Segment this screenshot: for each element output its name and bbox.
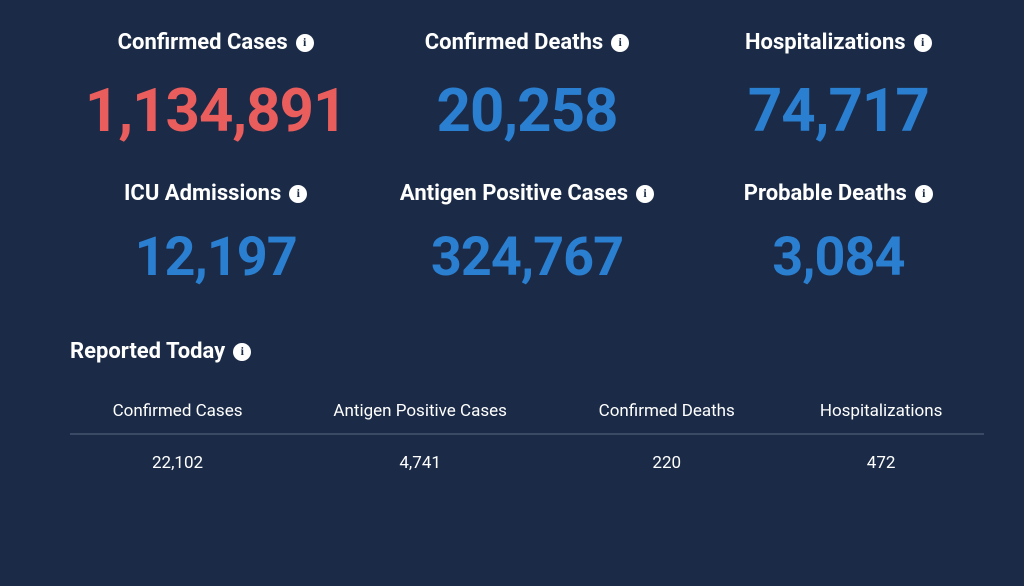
stat-confirmed-deaths: Confirmed Deaths i 20,258	[381, 30, 672, 146]
cell-confirmed-cases: 22,102	[70, 434, 285, 481]
cell-confirmed-deaths: 220	[555, 434, 778, 481]
stat-value: 324,767	[381, 226, 672, 289]
info-icon[interactable]: i	[914, 34, 932, 52]
stat-label: Antigen Positive Cases i	[400, 181, 654, 206]
stat-probable-deaths: Probable Deaths i 3,084	[693, 156, 984, 289]
reported-title-text: Reported Today	[70, 339, 225, 364]
stats-grid: Confirmed Cases i 1,134,891 Confirmed De…	[70, 30, 984, 289]
info-icon[interactable]: i	[289, 185, 307, 203]
info-icon[interactable]: i	[636, 185, 654, 203]
col-hospitalizations: Hospitalizations	[778, 389, 984, 434]
stat-label-text: Antigen Positive Cases	[400, 181, 628, 206]
stat-label: Hospitalizations i	[745, 30, 932, 55]
stat-label-text: Confirmed Deaths	[425, 30, 603, 55]
stat-antigen-positive: Antigen Positive Cases i 324,767	[381, 156, 672, 289]
stat-label-text: Confirmed Cases	[118, 30, 288, 55]
stat-label: Confirmed Deaths i	[425, 30, 629, 55]
stat-label-text: Probable Deaths	[744, 181, 907, 206]
col-antigen-positive: Antigen Positive Cases	[285, 389, 555, 434]
reported-today-section: Reported Today i Confirmed Cases Antigen…	[70, 339, 984, 481]
stat-value: 12,197	[70, 226, 361, 289]
stat-value: 20,258	[381, 75, 672, 146]
stat-value: 1,134,891	[70, 75, 361, 146]
col-confirmed-cases: Confirmed Cases	[70, 389, 285, 434]
stat-hospitalizations: Hospitalizations i 74,717	[693, 30, 984, 146]
stat-label: Confirmed Cases i	[118, 30, 314, 55]
cell-antigen-positive: 4,741	[285, 434, 555, 481]
col-confirmed-deaths: Confirmed Deaths	[555, 389, 778, 434]
stat-label-text: ICU Admissions	[124, 181, 281, 206]
stat-icu-admissions: ICU Admissions i 12,197	[70, 156, 361, 289]
table-row: 22,102 4,741 220 472	[70, 434, 984, 481]
stat-value: 3,084	[693, 226, 984, 289]
stat-label-text: Hospitalizations	[745, 30, 906, 55]
stat-confirmed-cases: Confirmed Cases i 1,134,891	[70, 30, 361, 146]
stat-label: ICU Admissions i	[124, 181, 307, 206]
info-icon[interactable]: i	[296, 34, 314, 52]
cell-hospitalizations: 472	[778, 434, 984, 481]
stat-label: Probable Deaths i	[744, 181, 933, 206]
reported-table: Confirmed Cases Antigen Positive Cases C…	[70, 389, 984, 481]
info-icon[interactable]: i	[915, 185, 933, 203]
stat-value: 74,717	[693, 75, 984, 146]
info-icon[interactable]: i	[233, 343, 251, 361]
table-header-row: Confirmed Cases Antigen Positive Cases C…	[70, 389, 984, 434]
info-icon[interactable]: i	[611, 34, 629, 52]
reported-title: Reported Today i	[70, 339, 251, 364]
